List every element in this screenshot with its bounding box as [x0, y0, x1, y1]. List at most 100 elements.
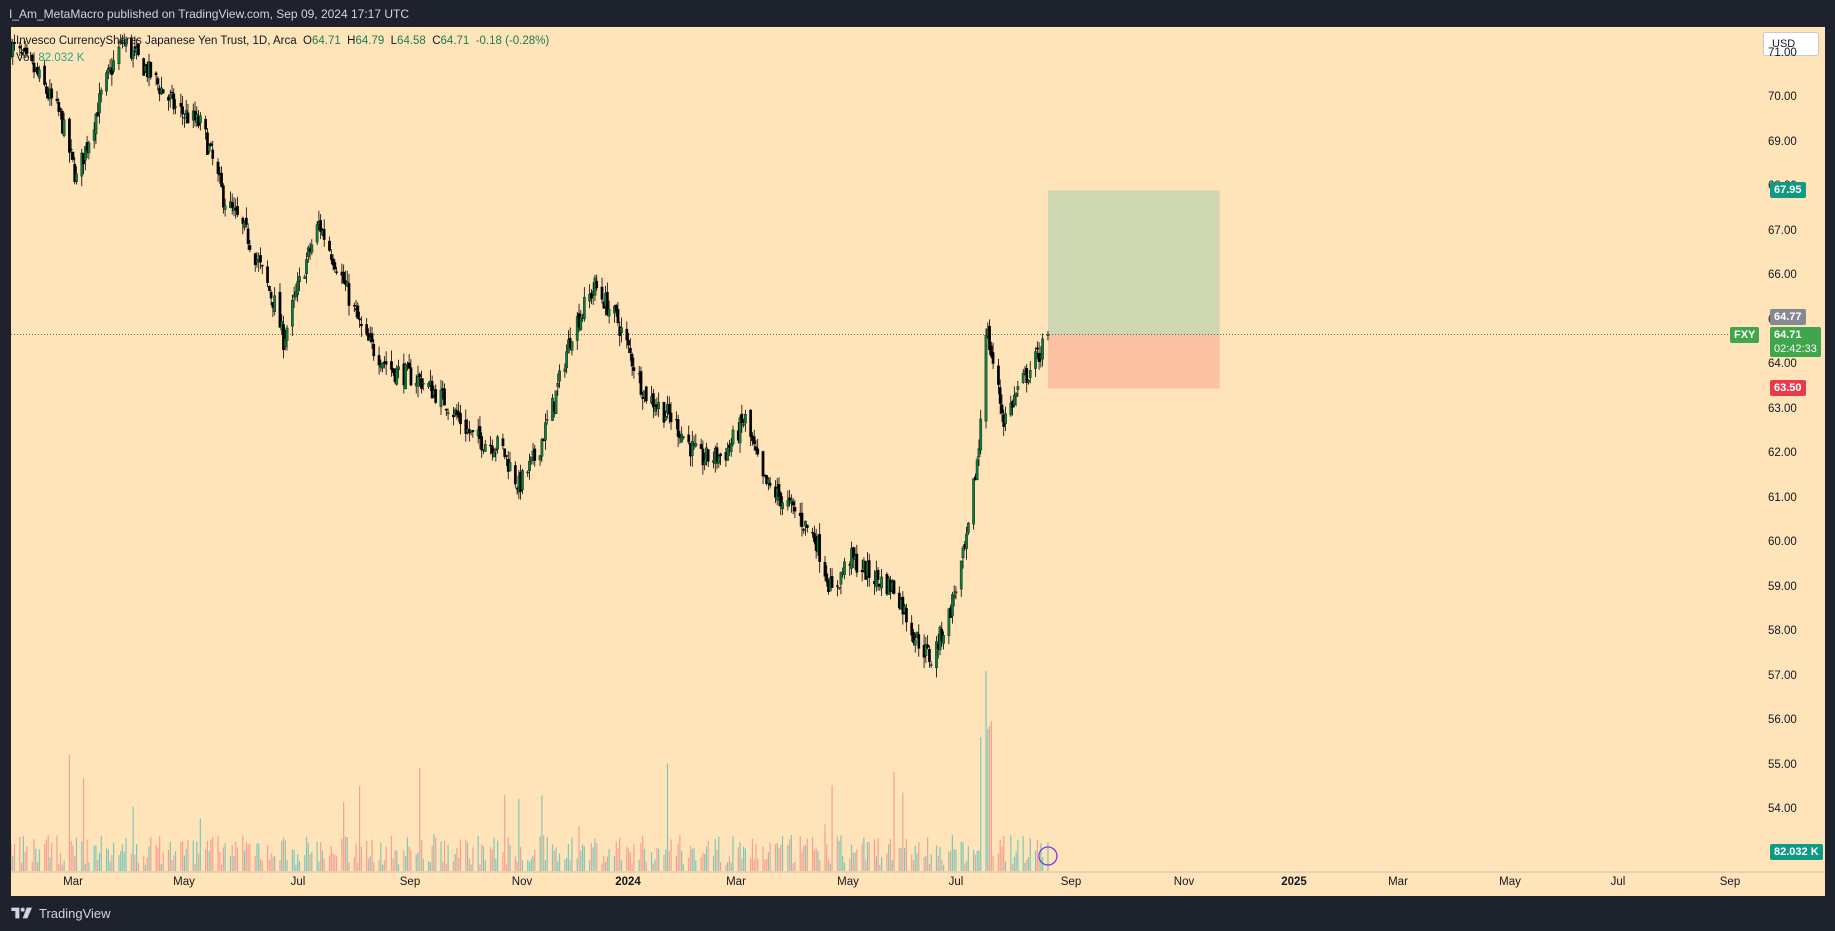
x-tick-label: Jul [1610, 876, 1626, 888]
candle-body [676, 419, 680, 437]
candle-body [905, 608, 908, 623]
volume-bar [643, 848, 646, 871]
volume-bar [677, 843, 679, 871]
volume-bar [274, 856, 276, 871]
volume-bar [509, 844, 511, 871]
candle-body [183, 116, 186, 119]
volume-bar [728, 856, 731, 871]
candle-body [984, 335, 988, 422]
volume-bar [502, 852, 504, 871]
volume-bar [905, 839, 907, 871]
volume-bar [373, 861, 375, 871]
candle-body [947, 608, 951, 636]
volume-bar [284, 839, 286, 871]
volume-bar [33, 839, 35, 871]
volume-bar [953, 849, 955, 871]
volume-bar [341, 838, 343, 871]
volume-bar [930, 854, 932, 871]
volume-bar [45, 839, 47, 871]
volume-bar [470, 864, 472, 871]
volume-bar [334, 854, 336, 871]
candle-body [529, 456, 533, 462]
candle-body [404, 364, 407, 390]
x-tick-label: 2024 [615, 876, 641, 888]
candle-body [360, 323, 363, 327]
ticker-tag: FXY [1730, 326, 1760, 343]
volume-bar [665, 849, 667, 871]
volume-bar [514, 856, 516, 871]
candle-body [370, 333, 374, 343]
candle-body [464, 419, 468, 434]
candle-body [926, 644, 929, 648]
volume-bar [286, 860, 288, 871]
volume-bar [311, 851, 313, 871]
candle-body [57, 101, 61, 112]
volume-bar [22, 836, 24, 871]
candle-body [667, 403, 671, 415]
volume-bar [866, 842, 869, 871]
candle-body [80, 152, 84, 177]
volume-bar [566, 857, 568, 871]
volume-bar [477, 835, 479, 871]
volume-bar [1036, 839, 1038, 871]
volume-bar [162, 852, 164, 871]
candle-body [628, 347, 632, 354]
volume-bar [898, 848, 900, 871]
candle-body [818, 534, 822, 562]
volume-bar [320, 841, 322, 871]
tradingview-logo[interactable]: TradingView [10, 905, 111, 921]
volume-bar [787, 844, 789, 871]
volume-bar [1040, 843, 1042, 871]
volume-bar [123, 851, 125, 871]
volume-bar [817, 851, 819, 871]
price-chart-svg[interactable] [11, 27, 1825, 896]
stop-price-tag: 63.50 [1770, 380, 1806, 397]
volume-bar [235, 841, 237, 871]
candle-body [496, 436, 499, 450]
candle-body [87, 142, 91, 154]
volume-bar [861, 843, 863, 871]
currency-button[interactable]: USD [1763, 32, 1819, 56]
candle-body [161, 89, 165, 94]
countdown-timer: 02:42:33 [1774, 342, 1817, 355]
volume-bar [842, 855, 844, 871]
candle-body [616, 309, 620, 324]
volume-bar [790, 835, 792, 871]
volume-bar [199, 818, 201, 871]
candle-body [390, 361, 393, 370]
volume-bar [840, 835, 842, 871]
candle-body [186, 112, 190, 124]
volume-bar [12, 856, 14, 871]
chart-area[interactable] [11, 27, 1825, 896]
volume-bar [75, 837, 78, 871]
candle-body [322, 228, 326, 240]
volume-bar [222, 847, 224, 871]
candle-body [508, 462, 512, 472]
candle-body [430, 381, 434, 399]
candle-body [452, 414, 455, 418]
candle-body [119, 39, 123, 44]
volume-bar [417, 852, 419, 871]
volume-bar [259, 858, 262, 871]
volume-bar [702, 852, 704, 871]
volume-bar [120, 851, 122, 871]
candle-body [1035, 347, 1039, 350]
candle-body [556, 383, 560, 387]
candle-body [988, 325, 991, 351]
volume-label: Vol [16, 52, 32, 64]
volume-bar [321, 850, 324, 871]
volume-bar [343, 802, 345, 871]
volume-bar [827, 859, 830, 871]
volume-bar [332, 853, 334, 871]
volume-bar [459, 839, 462, 871]
publisher-text: I_Am_MetaMacro published on TradingView.… [9, 7, 410, 21]
candle-body [752, 436, 756, 445]
volume-bar [889, 839, 892, 871]
volume-bar [431, 845, 433, 871]
candle-body [837, 587, 841, 589]
volume-bar [955, 849, 957, 871]
volume-bar [564, 859, 566, 871]
candle-body [951, 594, 954, 617]
candle-body [490, 445, 494, 454]
volume-bar [428, 861, 430, 871]
